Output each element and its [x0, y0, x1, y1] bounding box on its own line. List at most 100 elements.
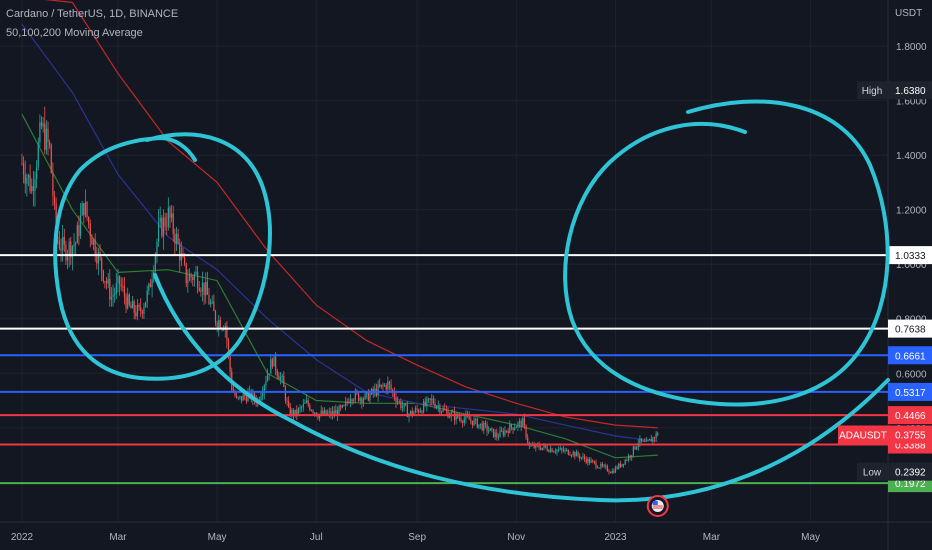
candle-body	[122, 286, 124, 288]
candle-body	[89, 223, 91, 237]
candle-body	[340, 405, 342, 408]
candle-body	[291, 409, 293, 416]
candle-body	[512, 427, 514, 430]
x-tick-label: May	[208, 532, 227, 543]
candle-body	[624, 459, 626, 465]
candle-body	[162, 217, 165, 237]
candle-body	[449, 416, 451, 418]
candle-body	[265, 381, 267, 386]
candle-body	[58, 240, 60, 249]
candle-body	[91, 236, 93, 245]
candle-body	[211, 301, 213, 303]
candle-body	[590, 460, 592, 463]
candle-body	[463, 418, 465, 423]
candle-body	[644, 440, 646, 442]
candle-body	[509, 424, 511, 434]
candle-body	[310, 410, 313, 412]
candle-body	[141, 311, 143, 314]
marker-price-box	[888, 462, 932, 481]
candle-body	[327, 412, 329, 415]
candle-body	[23, 163, 25, 175]
candle-body	[247, 392, 249, 402]
candle-body	[166, 226, 168, 228]
candle-body	[522, 417, 524, 427]
candle-body	[494, 432, 496, 437]
candle-body	[621, 463, 623, 467]
candle-body	[305, 400, 308, 403]
candle-body	[382, 384, 384, 386]
candle-body	[210, 302, 212, 305]
candle-body	[346, 401, 348, 403]
candle-body	[262, 392, 264, 397]
candle-body	[395, 397, 397, 403]
indicator-legend: 50,100,200 Moving Average	[6, 27, 143, 39]
candle-body	[486, 424, 488, 432]
candle-body	[530, 445, 532, 447]
last-price-box	[888, 425, 932, 444]
candle-body	[47, 128, 49, 143]
level-price-tag	[888, 382, 932, 401]
candle-body	[364, 393, 366, 400]
candle-body	[517, 422, 519, 427]
candle-body	[580, 457, 582, 459]
candle-body	[377, 384, 379, 396]
candle-body	[32, 186, 34, 191]
candle-body	[473, 419, 475, 426]
candle-body	[219, 319, 221, 329]
candle-body	[273, 356, 275, 367]
candle-body	[357, 393, 360, 401]
candle-body	[270, 359, 272, 374]
candle-body	[564, 449, 566, 452]
candle-body	[205, 281, 207, 296]
candle-body	[52, 172, 54, 196]
candle-body	[42, 123, 44, 127]
candle-body	[587, 458, 589, 463]
candle-body	[570, 455, 573, 457]
candle-body	[502, 430, 504, 435]
candle-body	[179, 243, 181, 261]
candle-body	[31, 186, 33, 192]
candle-body	[149, 283, 152, 288]
last-price-label: 0.3755	[895, 431, 926, 442]
candle-body	[133, 301, 135, 313]
candle-body	[60, 248, 62, 251]
candle-body	[551, 448, 553, 452]
candle-body	[97, 252, 100, 264]
candle-body	[423, 401, 425, 413]
candle-body	[200, 290, 202, 292]
candle-body	[470, 419, 472, 421]
candle-body	[195, 271, 197, 275]
candle-body	[127, 294, 129, 309]
x-tick-label: Nov	[507, 532, 525, 543]
candle-body	[76, 225, 78, 244]
candle-body	[167, 207, 169, 227]
candle-body	[379, 384, 381, 387]
candle-body	[468, 416, 470, 420]
candle-body	[397, 401, 399, 403]
candle-body	[112, 295, 114, 297]
candle-body	[639, 438, 641, 444]
candle-body	[130, 304, 132, 309]
candle-body	[627, 455, 630, 460]
candle-body	[81, 203, 83, 216]
candle-body	[460, 418, 462, 422]
candle-body	[614, 467, 617, 473]
candle-body	[645, 440, 647, 442]
candle-body	[37, 142, 39, 168]
candle-body	[636, 446, 638, 450]
candle-body	[401, 406, 404, 408]
candle-body	[110, 296, 113, 300]
candle-body	[213, 301, 215, 311]
x-tick-label: Jul	[310, 532, 323, 543]
candle-body	[79, 215, 82, 236]
candle-body	[492, 428, 495, 437]
candle-body	[403, 403, 405, 407]
candle-body	[488, 430, 490, 432]
candle-body	[118, 276, 121, 285]
event-flag-canton	[652, 501, 658, 505]
candle-body	[138, 305, 140, 308]
marker-high: High 1.6380	[857, 81, 932, 100]
candle-body	[603, 465, 605, 467]
candle-body	[45, 128, 47, 151]
